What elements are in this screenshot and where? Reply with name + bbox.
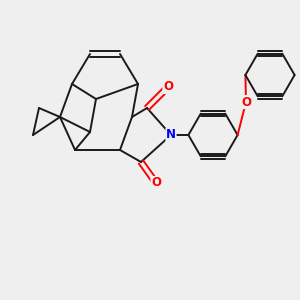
Text: O: O xyxy=(241,95,251,109)
Text: N: N xyxy=(166,128,176,142)
Text: O: O xyxy=(151,176,161,190)
Text: O: O xyxy=(163,80,173,94)
